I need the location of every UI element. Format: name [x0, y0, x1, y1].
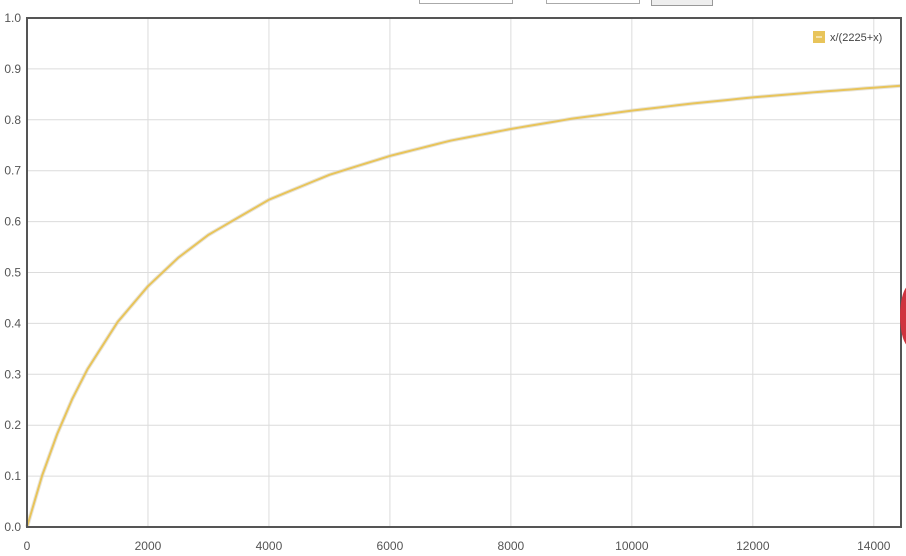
from-input[interactable]	[419, 0, 513, 4]
plot-frame	[26, 17, 902, 528]
floating-button[interactable]	[900, 285, 906, 347]
y-tick-label: 0.1	[4, 469, 21, 483]
y-tick-label: 0.0	[4, 520, 21, 534]
regenerate-button[interactable]	[651, 0, 713, 6]
x-tick-label: 14000	[857, 539, 891, 553]
x-tick-label: 0	[24, 539, 31, 553]
y-tick-label: 0.7	[4, 164, 21, 178]
y-tick-label: 0.2	[4, 418, 21, 432]
range-controls	[0, 0, 906, 6]
x-tick-label: 8000	[498, 539, 525, 553]
legend-label: x/(2225+x)	[830, 32, 882, 44]
y-tick-label: 0.6	[4, 215, 21, 229]
series-line-shadow	[25, 83, 902, 528]
y-tick-label: 1.0	[4, 11, 21, 25]
y-tick-label: 0.8	[4, 113, 21, 127]
to-input[interactable]	[546, 0, 640, 4]
x-tick-label: 6000	[377, 539, 404, 553]
y-tick-label: 0.5	[4, 266, 21, 280]
x-tick-label: 2000	[135, 539, 162, 553]
legend[interactable]: x/(2225+x)	[813, 31, 882, 44]
axis-ticks: 0 2000 4000 6000 8000 10000 12000 14000 0.0 0.1 0.…	[4, 11, 890, 553]
y-tick-label: 0.3	[4, 367, 21, 381]
x-tick-label: 4000	[256, 539, 283, 553]
y-tick-label: 0.4	[4, 316, 21, 330]
series-line[interactable]	[26, 84, 902, 528]
y-tick-label: 0.9	[4, 62, 21, 76]
series-lines	[25, 83, 902, 528]
x-tick-label: 10000	[615, 539, 649, 553]
x-tick-label: 12000	[736, 539, 770, 553]
